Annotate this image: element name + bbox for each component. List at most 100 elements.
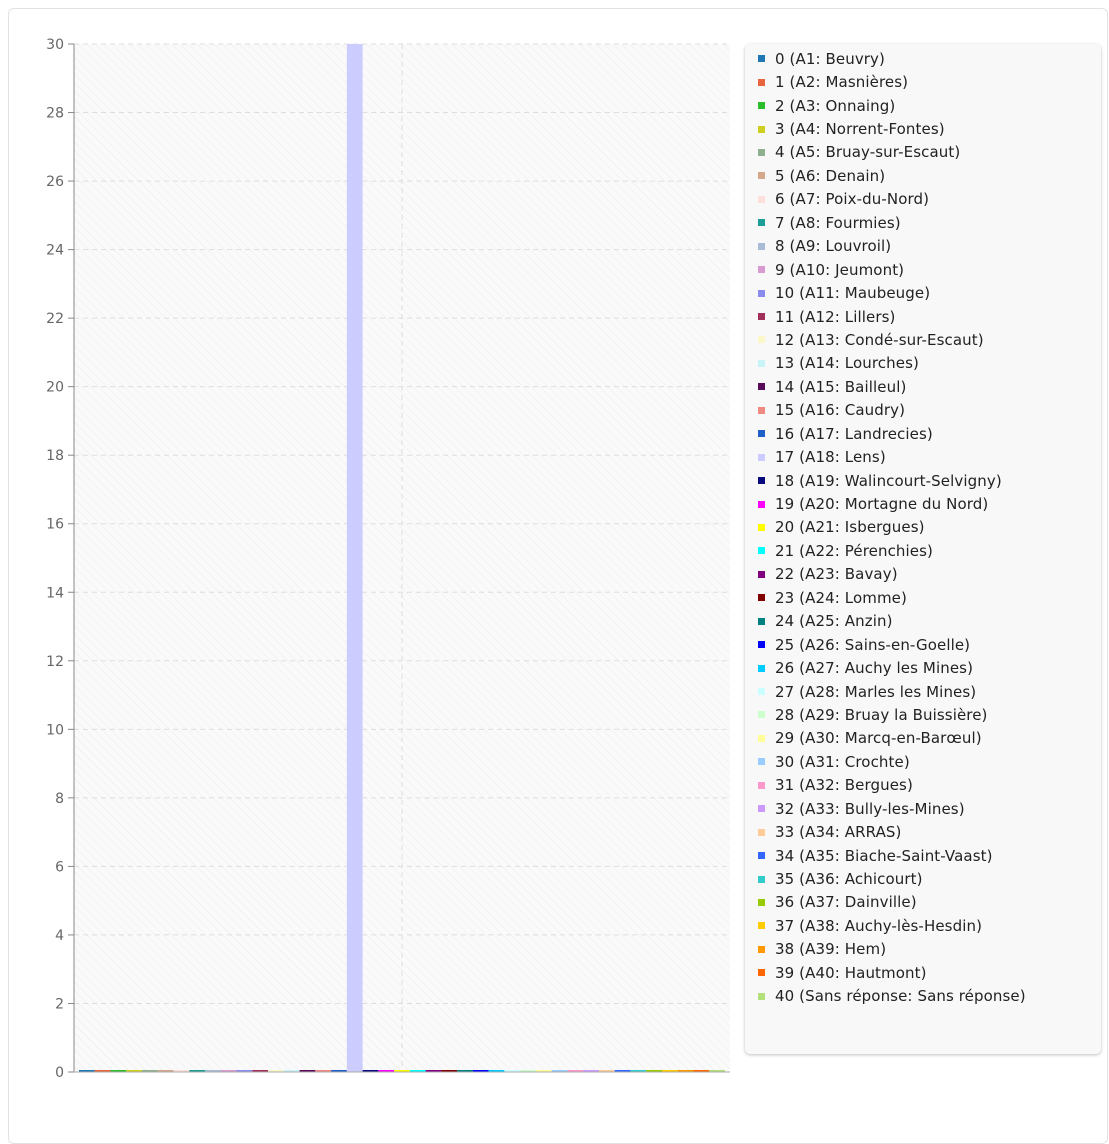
legend-item[interactable]: 2 (A3: Onnaing) [745,94,1101,117]
legend-label: 38 (A39: Hem) [775,940,887,959]
legend-swatch-icon [758,805,765,813]
legend-item[interactable]: 11 (A12: Lillers) [745,305,1101,328]
bar[interactable] [362,1070,379,1072]
bar[interactable] [488,1070,505,1072]
bar[interactable] [504,1070,521,1072]
legend-item[interactable]: 25 (A26: Sains-en-Goelle) [745,633,1101,656]
legend-label: 6 (A7: Poix-du-Nord) [775,190,930,209]
bar[interactable] [283,1070,300,1072]
legend-item[interactable]: 5 (A6: Denain) [745,164,1101,187]
bar[interactable] [583,1070,599,1072]
bar[interactable] [157,1070,174,1072]
legend-item[interactable]: 39 (A40: Hautmont) [745,961,1101,984]
bar[interactable] [709,1070,725,1072]
legend-item[interactable]: 8 (A9: Louvroil) [745,235,1101,258]
legend-item[interactable]: 15 (A16: Caudry) [745,399,1101,422]
legend-item[interactable]: 7 (A8: Fourmies) [745,211,1101,234]
legend-item[interactable]: 40 (Sans réponse: Sans réponse) [745,985,1101,1008]
bar[interactable] [142,1070,158,1072]
legend-item[interactable]: 29 (A30: Marcq-en-Barœul) [745,727,1101,750]
bar[interactable] [551,1070,568,1072]
legend-item[interactable]: 19 (A20: Mortagne du Nord) [745,492,1101,515]
legend-item[interactable]: 3 (A4: Norrent-Fontes) [745,117,1101,140]
bar[interactable] [441,1070,458,1072]
legend-label: 11 (A12: Lillers) [775,307,896,326]
bar[interactable] [409,1070,426,1072]
bar[interactable] [331,1070,347,1072]
bar[interactable] [661,1070,678,1072]
legend-item[interactable]: 10 (A11: Maubeuge) [745,281,1101,304]
legend-item[interactable]: 37 (A38: Auchy-lès-Hesdin) [745,914,1101,937]
bar[interactable] [268,1070,284,1072]
bar[interactable] [677,1070,694,1072]
legend-item[interactable]: 34 (A35: Biache-Saint-Vaast) [745,844,1101,867]
legend-label: 22 (A23: Bavay) [775,565,898,584]
bar[interactable] [236,1070,253,1072]
bar[interactable] [79,1070,95,1072]
legend-item[interactable]: 20 (A21: Isbergues) [745,516,1101,539]
legend-swatch-icon [758,148,765,156]
bar[interactable] [567,1070,584,1072]
legend-item[interactable]: 6 (A7: Poix-du-Nord) [745,188,1101,211]
legend-item[interactable]: 9 (A10: Jeumont) [745,258,1101,281]
legend-swatch-icon [758,289,765,297]
legend-item[interactable]: 28 (A29: Bruay la Buissière) [745,703,1101,726]
legend-item[interactable]: 12 (A13: Condé-sur-Escaut) [745,328,1101,351]
bar[interactable] [205,1070,221,1072]
legend-swatch-icon [758,852,765,860]
legend-label: 16 (A17: Landrecies) [775,424,933,443]
legend-item[interactable]: 36 (A37: Dainville) [745,891,1101,914]
bar[interactable] [520,1070,536,1072]
bar[interactable] [126,1070,143,1072]
bar[interactable] [315,1070,332,1072]
bar[interactable] [252,1070,269,1072]
bar[interactable] [630,1070,647,1072]
bar[interactable] [646,1070,662,1072]
bar[interactable] [614,1070,631,1072]
legend-item[interactable]: 0 (A1: Beuvry) [745,47,1101,70]
bar[interactable] [94,1070,111,1072]
legend-item[interactable]: 26 (A27: Auchy les Mines) [745,656,1101,679]
bar[interactable] [693,1070,710,1072]
legend-swatch-icon [758,523,765,531]
legend-label: 18 (A19: Walincourt-Selvigny) [775,471,1002,490]
legend-item[interactable]: 31 (A32: Bergues) [745,774,1101,797]
legend-item[interactable]: 16 (A17: Landrecies) [745,422,1101,445]
legend-item[interactable]: 35 (A36: Achicourt) [745,867,1101,890]
legend-item[interactable]: 22 (A23: Bavay) [745,563,1101,586]
bar[interactable] [598,1070,615,1072]
legend-label: 2 (A3: Onnaing) [775,96,896,115]
legend-item[interactable]: 32 (A33: Bully-les-Mines) [745,797,1101,820]
bar[interactable] [535,1070,552,1072]
bar[interactable] [472,1070,489,1072]
legend-label: 25 (A26: Sains-en-Goelle) [775,635,971,654]
bar[interactable] [346,44,363,1072]
legend-item[interactable]: 18 (A19: Walincourt-Selvigny) [745,469,1101,492]
legend-item[interactable]: 1 (A2: Masnières) [745,70,1101,93]
bar[interactable] [425,1070,442,1072]
bar[interactable] [394,1070,410,1072]
legend-item[interactable]: 14 (A15: Bailleul) [745,375,1101,398]
legend-label: 17 (A18: Lens) [775,448,886,467]
bar[interactable] [299,1070,316,1072]
legend-item[interactable]: 17 (A18: Lens) [745,445,1101,468]
legend-item[interactable]: 33 (A34: ARRAS) [745,820,1101,843]
legend-item[interactable]: 27 (A28: Marles les Mines) [745,680,1101,703]
legend-item[interactable]: 21 (A22: Pérenchies) [745,539,1101,562]
bar[interactable] [378,1070,395,1072]
legend-swatch-icon [758,570,765,578]
legend-swatch-icon [758,758,765,766]
bar[interactable] [173,1070,190,1072]
bar[interactable] [189,1070,206,1072]
legend-swatch-icon [758,242,765,250]
bar[interactable] [457,1070,473,1072]
legend-item[interactable]: 24 (A25: Anzin) [745,610,1101,633]
bar[interactable] [220,1070,237,1072]
legend-swatch-icon [758,55,765,63]
legend-item[interactable]: 30 (A31: Crochte) [745,750,1101,773]
bar[interactable] [110,1070,127,1072]
legend-item[interactable]: 23 (A24: Lomme) [745,586,1101,609]
legend-item[interactable]: 4 (A5: Bruay-sur-Escaut) [745,141,1101,164]
legend-item[interactable]: 13 (A14: Lourches) [745,352,1101,375]
legend-item[interactable]: 38 (A39: Hem) [745,938,1101,961]
